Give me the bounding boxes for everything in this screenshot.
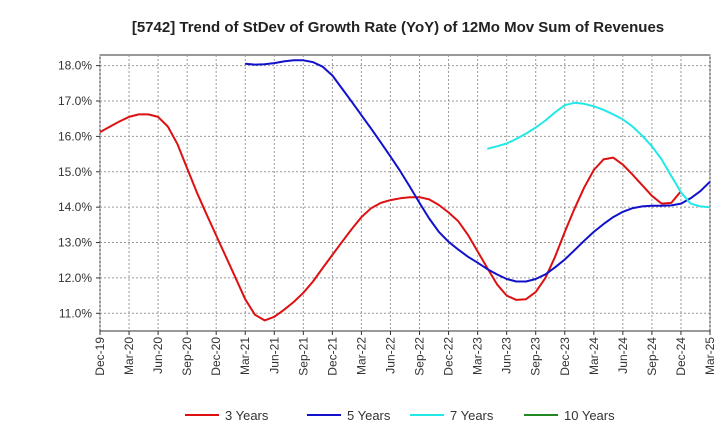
legend-label: 7 Years	[450, 408, 494, 423]
x-tick-label: Mar-20	[122, 337, 136, 375]
x-tick-label: Sep-22	[413, 337, 427, 376]
series-layer	[99, 59, 711, 322]
x-tick-label: Dec-21	[325, 337, 339, 376]
series-line-7-years	[487, 101, 711, 209]
x-tick-label: Jun-20	[151, 337, 165, 374]
x-tick-label: Sep-24	[645, 337, 659, 376]
y-tick-label: 13.0%	[58, 236, 92, 250]
legend-label: 5 Years	[347, 408, 391, 423]
series-line-3-years	[99, 113, 682, 322]
legend-label: 3 Years	[225, 408, 269, 423]
y-tick-label: 17.0%	[58, 94, 92, 108]
x-tick-label: Jun-21	[267, 337, 281, 374]
x-tick-label: Jun-24	[616, 337, 630, 374]
x-tick-label: Sep-20	[180, 337, 194, 376]
x-tick-label: Dec-20	[209, 337, 223, 376]
y-tick-label: 12.0%	[58, 271, 92, 285]
x-tick-label: Dec-22	[442, 337, 456, 376]
x-tick-label: Dec-23	[558, 337, 572, 376]
y-tick-label: 14.0%	[58, 200, 92, 214]
y-tick-label: 11.0%	[59, 306, 92, 320]
x-tick-label: Mar-25	[703, 337, 717, 375]
x-tick-label: Mar-21	[238, 337, 252, 375]
x-tick-label: Mar-24	[587, 337, 601, 375]
x-tick-label: Sep-23	[529, 337, 543, 376]
x-tick-label: Dec-24	[674, 337, 688, 376]
x-tick-label: Jun-23	[500, 337, 514, 374]
x-tick-label: Mar-23	[471, 337, 485, 375]
x-tick-label: Sep-21	[296, 337, 310, 376]
y-tick-label: 15.0%	[58, 165, 92, 179]
plot-area	[99, 54, 711, 332]
x-axis: Dec-19 Mar-20 Jun-20 Sep-20 Dec-20 Mar-21 Jun-…	[93, 331, 717, 376]
y-axis: 11.0% 12.0% 13.0% 14.0% 15.0% 16.0% 17.0% 18.0%	[58, 59, 100, 320]
legend: 3 Years 5 Years 7 Years 10 Years	[185, 408, 615, 423]
x-tick-label: Dec-19	[93, 337, 107, 376]
x-tick-label: Jun-22	[383, 337, 397, 374]
series-line-5-years	[245, 59, 711, 283]
plot-frame	[99, 54, 711, 332]
legend-label: 10 Years	[564, 408, 615, 423]
chart-title: [5742] Trend of StDev of Growth Rate (Yo…	[132, 19, 664, 36]
y-tick-label: 16.0%	[58, 129, 92, 143]
y-tick-label: 18.0%	[58, 59, 92, 73]
x-tick-label: Mar-22	[354, 337, 368, 375]
gridlines	[99, 55, 711, 331]
